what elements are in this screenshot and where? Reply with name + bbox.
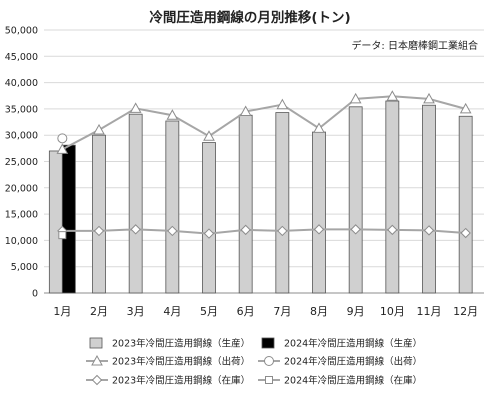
x-axis-ticks: 1月 2月 3月 4月 5月 6月 7月 8月 9月 10月 11月 12月 [53, 305, 478, 318]
legend: 2023年冷間圧造用鋼線（生産） 2024年冷間圧造用鋼線（生産） 2023年冷間圧… [86, 338, 422, 387]
data-point [239, 105, 252, 117]
data-point [240, 224, 251, 236]
legend-swatch [261, 337, 275, 349]
legend-label: 2023年冷間圧造用鋼線（在庫） [112, 375, 250, 387]
y-tick-label: 10,000 [5, 236, 38, 247]
bar [385, 100, 400, 294]
bar [422, 104, 436, 294]
data-point [91, 374, 103, 386]
y-tick-label: 20,000 [5, 183, 38, 194]
x-tick-label: 4月 [163, 305, 181, 318]
data-point [350, 224, 361, 235]
data-point [129, 102, 142, 113]
data-point [93, 123, 105, 135]
legend-label: 2024年冷間圧造用鋼線（在庫） [284, 375, 422, 387]
data-point [313, 122, 325, 133]
x-tick-label: 1月 [53, 305, 71, 318]
legend-label: 2023年冷間圧造用鋼線（出荷） [112, 356, 250, 368]
grid-lines [44, 29, 484, 294]
bar [275, 112, 290, 294]
bar [92, 134, 106, 294]
data-point [349, 92, 362, 104]
bar [312, 131, 326, 294]
data-point [93, 225, 105, 237]
bar [348, 106, 363, 294]
y-tick-label: 40,000 [5, 78, 38, 89]
data-point [277, 225, 288, 237]
x-tick-label: 8月 [310, 305, 328, 318]
y-axis-ticks: 0 5,000 10,000 15,000 20,000 25,000 30,000 35,0… [5, 26, 38, 300]
data-point [58, 231, 67, 240]
x-tick-label: 3月 [127, 305, 145, 318]
x-tick-label: 12月 [453, 305, 478, 318]
y-tick-label: 50,000 [5, 26, 38, 37]
series-line [61, 95, 466, 151]
x-tick-label: 6月 [237, 305, 255, 318]
legend-label: 2024年冷間圧造用鋼線（出荷） [284, 356, 422, 368]
data-point [423, 92, 435, 104]
x-tick-label: 11月 [417, 305, 442, 318]
y-tick-label: 5,000 [11, 262, 38, 273]
data-point [203, 130, 215, 141]
x-tick-label: 9月 [347, 305, 365, 318]
bar [202, 142, 216, 294]
legend-label: 2023年冷間圧造用鋼線（生産） [112, 338, 250, 350]
data-point [57, 133, 68, 144]
data-point [203, 228, 215, 239]
data-point [423, 225, 435, 236]
chart-title: 冷間圧造用鋼線の月別推移(トン) [149, 9, 350, 26]
y-tick-label: 15,000 [5, 210, 38, 221]
bar [128, 113, 143, 294]
bar [238, 114, 253, 294]
data-point [166, 109, 179, 120]
data-point [265, 376, 273, 384]
x-tick-label: 10月 [380, 305, 405, 318]
data-point [264, 356, 274, 366]
series-line [62, 228, 466, 235]
y-tick-label: 35,000 [5, 104, 38, 115]
x-tick-label: 7月 [273, 305, 291, 318]
line-series [56, 90, 472, 240]
data-point [276, 98, 289, 110]
bar [165, 120, 180, 294]
data-point [460, 227, 471, 239]
bar [61, 144, 76, 294]
bar-series [48, 100, 473, 294]
legend-label: 2024年冷間圧造用鋼線（生産） [284, 338, 422, 350]
data-point [387, 224, 398, 236]
data-point [386, 90, 399, 101]
data-point [130, 224, 141, 235]
source-note: データ: 日本磨棒鋼工業組合 [351, 39, 478, 52]
bar [48, 150, 63, 294]
y-tick-label: 25,000 [5, 157, 38, 168]
y-tick-label: 0 [32, 289, 38, 300]
bar [458, 115, 473, 294]
y-tick-label: 45,000 [5, 52, 38, 63]
data-point [459, 102, 472, 114]
x-tick-label: 5月 [200, 305, 218, 318]
data-point [167, 225, 178, 237]
data-point [313, 224, 325, 235]
x-tick-label: 2月 [90, 305, 108, 318]
legend-swatch [89, 337, 103, 349]
data-point [56, 143, 69, 154]
data-point [91, 354, 103, 366]
y-tick-label: 30,000 [5, 131, 38, 142]
